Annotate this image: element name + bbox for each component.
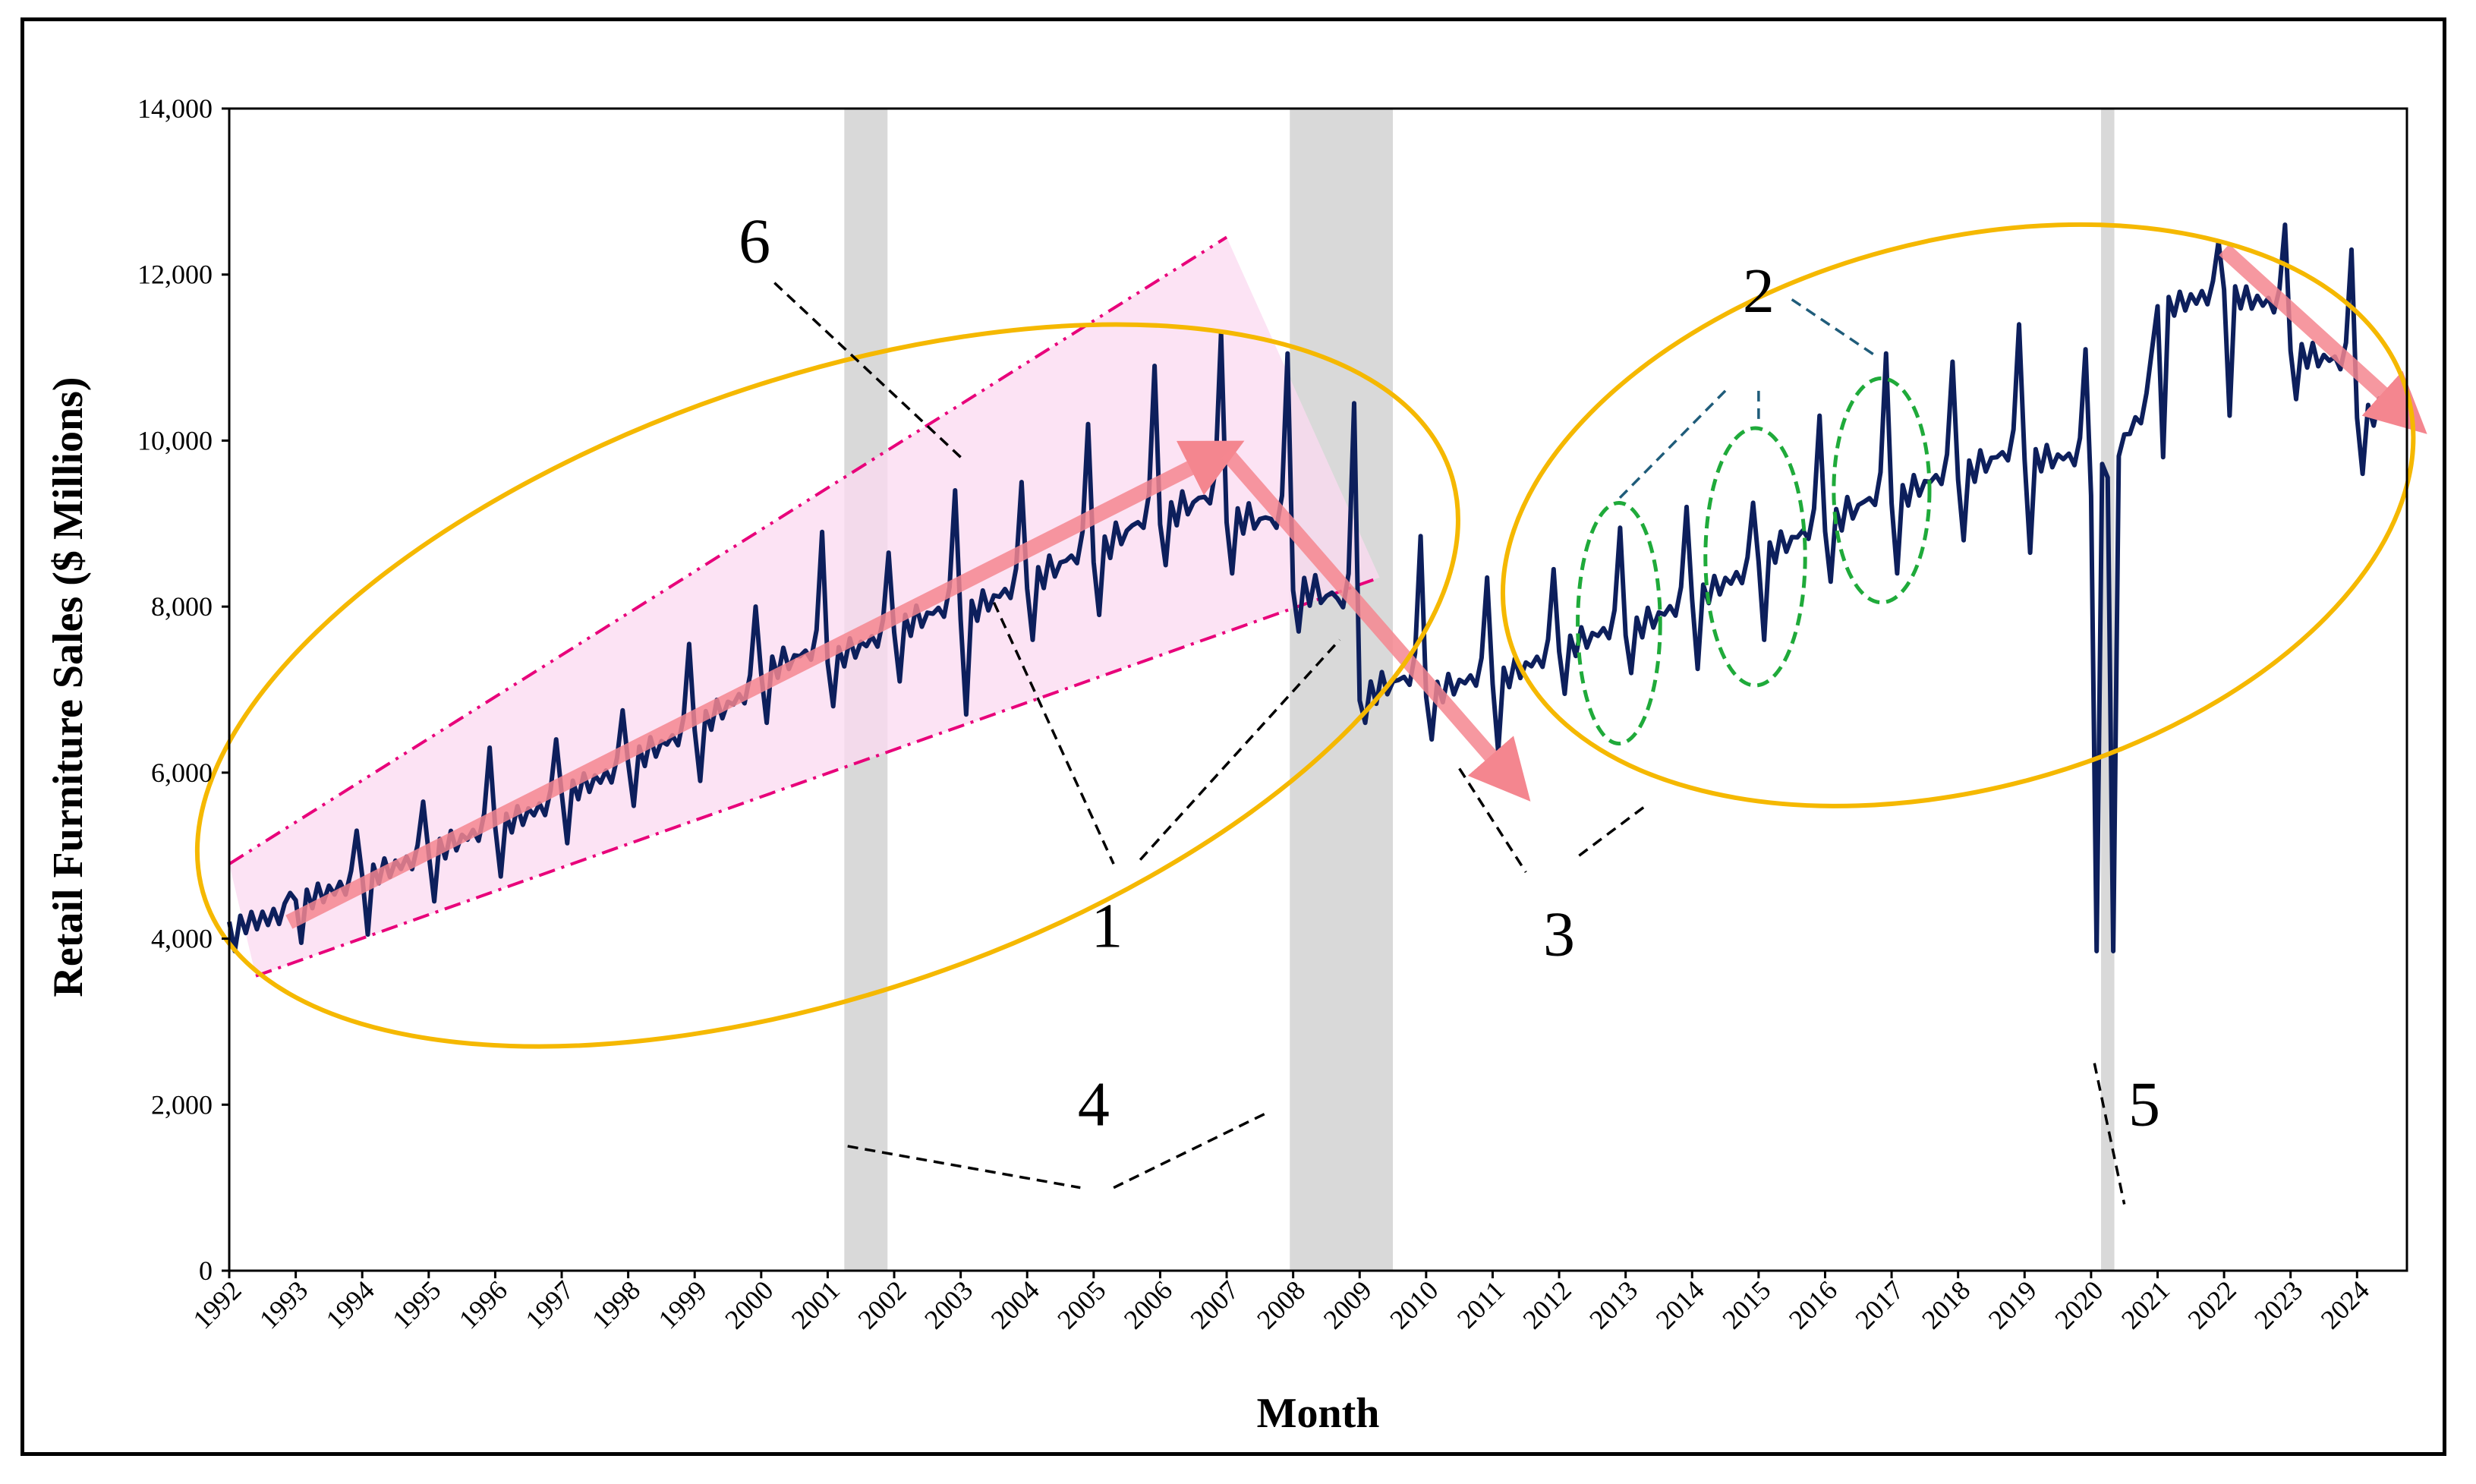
x-tick-label: 1992 [187, 1274, 247, 1334]
x-tick-label: 2023 [2248, 1274, 2308, 1334]
growth-band-fill [229, 237, 1380, 976]
x-tick-label: 2010 [1384, 1274, 1444, 1334]
callout-6-leader-1 [773, 282, 962, 458]
x-tick-label: 2011 [1451, 1274, 1510, 1334]
trend-arrow-2 [1221, 448, 1531, 802]
x-tick-label: 1998 [586, 1274, 646, 1334]
x-tick-label: 1994 [320, 1274, 380, 1334]
plot-area [228, 107, 2408, 1272]
callout-label-6: 6 [739, 206, 770, 276]
x-tick-label: 2013 [1583, 1274, 1643, 1334]
callout-3-leader-2 [1578, 805, 1646, 857]
callout-1-leader-1 [992, 601, 1115, 865]
x-tick-label: 2005 [1051, 1274, 1111, 1334]
x-tick-label: 2000 [719, 1274, 779, 1334]
x-tick-label: 2020 [2049, 1274, 2109, 1334]
x-tick-label: 2007 [1185, 1274, 1245, 1334]
x-tick-label: 2014 [1650, 1274, 1710, 1334]
callout-2-leader-3 [1791, 298, 1879, 359]
x-axis-title: Month [1257, 1390, 1380, 1437]
y-tick-label: 8,000 [151, 591, 213, 622]
y-tick-label: 4,000 [151, 924, 213, 954]
callout-4-leader-1 [847, 1145, 1081, 1189]
x-tick-label: 2009 [1318, 1274, 1378, 1334]
y-tick-label: 6,000 [151, 758, 213, 788]
callout-label-5: 5 [2128, 1070, 2160, 1140]
x-tick-label: 2019 [1983, 1274, 2043, 1334]
callout-label-4: 4 [1078, 1070, 1110, 1140]
callout-1-leader-2 [1139, 638, 1341, 861]
x-tick-label: 2022 [2182, 1274, 2242, 1334]
trend-arrow-1 [285, 440, 1245, 929]
trend-arrow-3 [2219, 244, 2427, 434]
seasonal-ellipse-1 [1576, 500, 1662, 746]
callout-label-2: 2 [1743, 256, 1775, 326]
x-tick-label: 2004 [985, 1274, 1045, 1334]
highlight-ellipse-1 [194, 322, 1460, 1049]
callout-5-leader-1 [2093, 1063, 2126, 1205]
y-tick-label: 12,000 [137, 260, 213, 290]
x-tick-label: 2015 [1716, 1274, 1776, 1334]
y-tick-label: 2,000 [151, 1089, 213, 1120]
y-tick-label: 14,000 [137, 93, 213, 124]
x-tick-label: 1999 [653, 1274, 713, 1334]
recession-band-3 [2101, 109, 2115, 1271]
x-tick-label: 2003 [918, 1274, 978, 1334]
x-tick-label: 2008 [1251, 1274, 1311, 1334]
growth-band-upper-line [228, 235, 1228, 865]
growth-band-lower-line [255, 575, 1381, 978]
x-tick-label: 2006 [1118, 1274, 1178, 1334]
y-tick-label: 10,000 [137, 425, 213, 455]
recession-band-2 [1290, 109, 1394, 1271]
callout-2-leader-1 [1618, 389, 1727, 500]
x-tick-label: 1996 [453, 1274, 513, 1334]
x-tick-label: 2012 [1517, 1274, 1577, 1334]
callout-3-leader-1 [1458, 767, 1527, 874]
y-tick-label: 0 [199, 1256, 213, 1286]
x-tick-label: 2016 [1783, 1274, 1843, 1334]
x-tick-label: 1993 [254, 1274, 313, 1334]
x-tick-label: 2024 [2315, 1274, 2375, 1334]
x-tick-label: 2018 [1916, 1274, 1976, 1334]
x-tick-label: 2017 [1850, 1274, 1910, 1334]
callout-4-leader-2 [1113, 1111, 1268, 1189]
x-tick-label: 1995 [386, 1274, 446, 1334]
sales-series-line [227, 222, 2409, 953]
x-tick-label: 2002 [852, 1274, 912, 1334]
x-tick-label: 2001 [786, 1274, 846, 1334]
seasonal-ellipse-2 [1703, 426, 1807, 688]
y-axis-title: Retail Furniture Sales ($ Millions) [45, 377, 92, 997]
chart-frame [20, 17, 2446, 1456]
seasonal-ellipse-3 [1832, 376, 1932, 605]
highlight-ellipse-2 [1501, 222, 2416, 808]
x-tick-label: 1997 [519, 1274, 579, 1334]
callout-label-3: 3 [1543, 899, 1575, 969]
callout-label-1: 1 [1091, 891, 1123, 962]
x-tick-label: 2021 [2115, 1274, 2175, 1334]
